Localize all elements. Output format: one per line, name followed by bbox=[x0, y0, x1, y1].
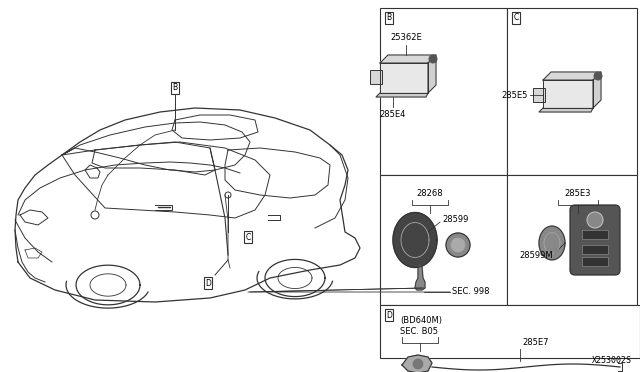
Polygon shape bbox=[539, 108, 593, 112]
Text: 285E7: 285E7 bbox=[522, 338, 548, 347]
Text: B: B bbox=[387, 13, 392, 22]
Bar bbox=[507, 175, 637, 305]
Circle shape bbox=[413, 359, 423, 369]
Text: 28268: 28268 bbox=[417, 189, 444, 198]
Bar bbox=[533, 88, 545, 102]
Text: 285E3: 285E3 bbox=[564, 189, 591, 198]
Text: SEC. B05: SEC. B05 bbox=[400, 327, 438, 336]
FancyBboxPatch shape bbox=[570, 205, 620, 275]
Text: SEC. 998: SEC. 998 bbox=[452, 288, 490, 296]
Polygon shape bbox=[428, 55, 436, 93]
Text: D: D bbox=[386, 311, 392, 320]
Text: 25362E: 25362E bbox=[390, 33, 422, 42]
Bar bbox=[582, 257, 608, 266]
Circle shape bbox=[594, 72, 602, 80]
Text: 28599M: 28599M bbox=[520, 250, 553, 260]
Bar bbox=[582, 230, 608, 239]
Polygon shape bbox=[539, 226, 565, 260]
Polygon shape bbox=[376, 93, 428, 97]
Bar bbox=[380, 305, 640, 358]
Polygon shape bbox=[380, 55, 436, 63]
Polygon shape bbox=[393, 212, 437, 267]
Bar bbox=[507, 8, 637, 175]
Text: B: B bbox=[172, 83, 177, 93]
Text: C: C bbox=[245, 232, 251, 241]
Text: (BD640M): (BD640M) bbox=[400, 315, 442, 324]
Text: D: D bbox=[205, 279, 211, 288]
Text: 28599: 28599 bbox=[442, 215, 468, 224]
Polygon shape bbox=[415, 266, 425, 290]
Text: C: C bbox=[513, 13, 518, 22]
Polygon shape bbox=[543, 72, 601, 80]
Bar bbox=[380, 175, 507, 305]
Bar bbox=[370, 70, 382, 84]
Bar bbox=[380, 8, 507, 175]
Circle shape bbox=[587, 212, 603, 228]
Circle shape bbox=[446, 233, 470, 257]
Polygon shape bbox=[593, 72, 601, 108]
Polygon shape bbox=[402, 355, 432, 372]
Bar bbox=[582, 245, 608, 254]
Polygon shape bbox=[543, 80, 593, 108]
Polygon shape bbox=[380, 63, 428, 93]
Text: 285E4: 285E4 bbox=[380, 110, 406, 119]
Text: 285E5: 285E5 bbox=[502, 90, 528, 99]
Circle shape bbox=[429, 55, 437, 63]
Text: X253002S: X253002S bbox=[592, 356, 632, 365]
Circle shape bbox=[451, 238, 465, 252]
